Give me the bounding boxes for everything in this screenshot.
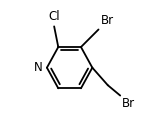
Text: Cl: Cl — [48, 10, 60, 23]
Text: N: N — [34, 61, 43, 74]
Text: Br: Br — [101, 14, 114, 27]
Text: Br: Br — [122, 97, 135, 110]
